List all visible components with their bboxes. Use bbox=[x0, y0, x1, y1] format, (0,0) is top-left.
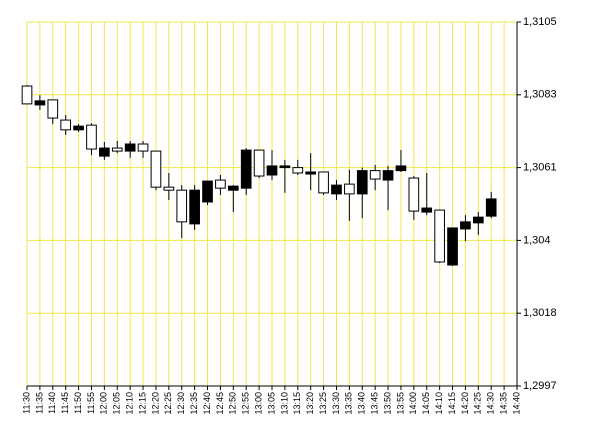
candle-body bbox=[21, 85, 33, 105]
x-tick-label: 12:10 bbox=[125, 392, 135, 415]
candle-body bbox=[99, 147, 110, 157]
candle-body bbox=[331, 184, 342, 195]
x-tick-label: 12:15 bbox=[137, 392, 147, 415]
x-tick-label: 14:05 bbox=[421, 392, 431, 415]
x-tick-label: 13:15 bbox=[292, 392, 302, 415]
x-tick-label: 11:35 bbox=[34, 392, 44, 414]
x-tick-label: 11:45 bbox=[60, 392, 70, 414]
x-tick-label: 13:50 bbox=[382, 392, 392, 415]
candle-body bbox=[382, 170, 394, 181]
x-tick-label: 13:30 bbox=[331, 392, 341, 415]
x-tick-label: 11:40 bbox=[47, 392, 57, 414]
x-tick-label: 14:00 bbox=[408, 392, 418, 415]
candle-body bbox=[137, 143, 149, 152]
x-tick-label: 11:55 bbox=[86, 392, 96, 414]
y-tick-label: 1,3061 bbox=[523, 162, 557, 174]
x-tick-label: 12:25 bbox=[163, 392, 173, 415]
x-tick-label: 14:15 bbox=[447, 392, 457, 415]
y-tick-label: 1,2997 bbox=[523, 380, 557, 392]
y-tick-label: 1,3018 bbox=[523, 307, 557, 319]
x-tick-label: 13:45 bbox=[370, 392, 380, 415]
candle-body bbox=[34, 100, 46, 106]
candle-body bbox=[73, 125, 84, 131]
x-tick-label: 13:25 bbox=[318, 392, 328, 415]
candle-body bbox=[460, 221, 471, 230]
candle-body bbox=[47, 99, 59, 119]
x-tick-label: 11:50 bbox=[73, 392, 83, 414]
candle-body bbox=[292, 167, 304, 174]
x-tick-label: 13:40 bbox=[357, 392, 367, 415]
candle-body bbox=[447, 227, 458, 266]
candle-body bbox=[344, 183, 355, 195]
x-tick-label: 12:30 bbox=[176, 392, 186, 415]
x-tick-label: 14:35 bbox=[498, 392, 508, 415]
candle-body bbox=[434, 209, 445, 263]
candle-body bbox=[189, 189, 200, 225]
x-tick-label: 14:25 bbox=[473, 392, 483, 415]
x-tick-label: 14:10 bbox=[434, 392, 444, 415]
x-tick-label: 12:35 bbox=[189, 392, 199, 415]
x-tick-label: 12:00 bbox=[99, 392, 109, 415]
candle-body bbox=[202, 180, 213, 203]
x-tick-label: 12:40 bbox=[202, 392, 212, 415]
x-tick-label: 12:50 bbox=[228, 392, 238, 415]
candle-body bbox=[150, 150, 162, 188]
x-tick-label: 13:55 bbox=[395, 392, 405, 415]
y-tick-label: 1,3105 bbox=[523, 16, 557, 28]
candle-body bbox=[163, 186, 175, 191]
candle-body bbox=[86, 124, 97, 150]
x-tick-label: 12:55 bbox=[241, 392, 251, 415]
x-tick-label: 12:45 bbox=[215, 392, 225, 415]
x-tick-label: 13:35 bbox=[344, 392, 354, 415]
candle-body bbox=[356, 170, 368, 195]
y-tick-label: 1,304 bbox=[523, 234, 551, 246]
candle-body bbox=[124, 143, 136, 152]
candle-body bbox=[227, 185, 239, 191]
x-tick-label: 14:30 bbox=[486, 392, 496, 415]
y-tick-label: 1,3083 bbox=[523, 89, 557, 101]
candle-body bbox=[395, 165, 407, 172]
candle-body bbox=[421, 207, 433, 213]
candle-body bbox=[266, 165, 278, 176]
candle-body bbox=[240, 149, 252, 189]
candle-body bbox=[305, 171, 317, 175]
candle-body bbox=[318, 171, 329, 194]
x-tick-label: 13:05 bbox=[266, 392, 276, 415]
candle-body bbox=[253, 149, 265, 177]
x-tick-label: 13:00 bbox=[253, 392, 263, 415]
candle-body bbox=[215, 179, 226, 189]
x-tick-label: 11:30 bbox=[21, 392, 31, 414]
candle-body bbox=[176, 189, 188, 223]
candle-body bbox=[279, 165, 291, 169]
x-tick-label: 14:20 bbox=[460, 392, 470, 415]
candle-body bbox=[60, 119, 72, 131]
x-tick-label: 14:40 bbox=[511, 392, 521, 415]
candle-body bbox=[369, 170, 381, 180]
x-tick-label: 13:20 bbox=[305, 392, 315, 415]
candle-body bbox=[472, 216, 484, 224]
x-tick-label: 12:05 bbox=[112, 392, 122, 415]
candle-body bbox=[408, 177, 420, 212]
x-tick-label: 13:10 bbox=[279, 392, 289, 415]
x-tick-label: 12:20 bbox=[150, 392, 160, 415]
candle-body bbox=[485, 198, 497, 217]
candle-body bbox=[111, 147, 123, 152]
